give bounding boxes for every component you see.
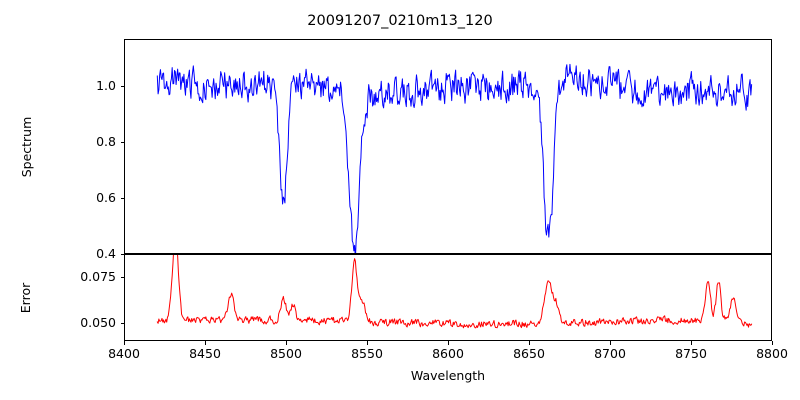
x-tick-label-8600: 8600 bbox=[432, 346, 464, 361]
x-tick-label-8700: 8700 bbox=[594, 346, 626, 361]
x-tick-label-8650: 8650 bbox=[513, 346, 545, 361]
x-tick-label-8550: 8550 bbox=[351, 346, 383, 361]
x-tick-label-8750: 8750 bbox=[675, 346, 707, 361]
spectrum-y-tick-label-0.6: 0.6 bbox=[96, 190, 116, 206]
error-y-tick-label-0: 0.050 bbox=[80, 315, 116, 331]
spectrum-y-tick-label-1: 1.0 bbox=[96, 78, 116, 94]
x-tick-mark-8500 bbox=[285, 341, 287, 345]
spectrum-y-tick-label-0.8: 0.8 bbox=[96, 134, 116, 150]
spectrum-y-tick-mark-0.8 bbox=[120, 141, 124, 143]
x-tick-mark-8800 bbox=[771, 341, 773, 345]
x-tick-mark-8650 bbox=[528, 341, 530, 345]
error-series-svg bbox=[125, 255, 771, 340]
spectrum-y-tick-label-0.4: 0.4 bbox=[96, 246, 116, 261]
x-tick-label-8450: 8450 bbox=[189, 346, 221, 361]
x-tick-label-8800: 8800 bbox=[756, 346, 788, 361]
spectrum-series-svg bbox=[125, 40, 771, 253]
spectrum-y-tick-mark-1 bbox=[120, 85, 124, 88]
x-tick-mark-8600 bbox=[447, 341, 449, 345]
error-y-tick-mark-1 bbox=[120, 276, 124, 278]
spectrum-plot-panel bbox=[124, 39, 772, 254]
x-tick-label-8400: 8400 bbox=[108, 346, 140, 361]
x-tick-mark-8400 bbox=[123, 341, 125, 345]
spectrum-y-axis-label: Spectrum bbox=[19, 116, 34, 178]
x-tick-mark-8450 bbox=[204, 341, 206, 345]
page-title: 20091207_0210m13_120 bbox=[307, 13, 493, 29]
error-y-tick-label-1: 0.075 bbox=[80, 269, 116, 285]
x-tick-mark-8550 bbox=[366, 341, 368, 345]
error-y-tick-mark-0 bbox=[120, 322, 124, 324]
spectrum-y-tick-mark-0.4 bbox=[120, 253, 124, 255]
error-y-axis-label: Error bbox=[18, 282, 33, 314]
x-tick-mark-8750 bbox=[690, 341, 692, 345]
x-axis-label: Wavelength bbox=[410, 368, 486, 383]
error-plot-panel bbox=[124, 254, 772, 341]
spectrum-y-tick-mark-0.6 bbox=[120, 197, 124, 199]
x-tick-mark-8700 bbox=[609, 341, 611, 345]
x-tick-label-8500: 8500 bbox=[270, 346, 302, 361]
